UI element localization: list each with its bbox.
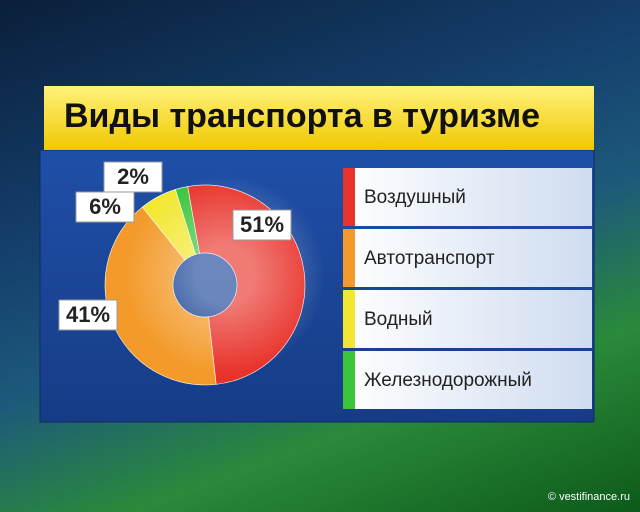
legend-row: [343, 229, 592, 287]
value-label: 51%: [240, 212, 284, 237]
legend-row: [343, 351, 592, 409]
value-label-box: [232, 209, 292, 241]
legend-label: Железнодорожный: [364, 370, 532, 391]
legend-swatch: [343, 168, 355, 226]
legend-row: [343, 290, 592, 348]
value-label-box: [103, 161, 163, 193]
source: © vestifinance.ru: [548, 491, 630, 503]
chart-title: Виды транспорта в туризме: [64, 97, 540, 135]
value-label: 41%: [66, 302, 110, 327]
value-label: 2%: [117, 164, 149, 189]
legend-label: Автотранспорт: [364, 248, 495, 269]
value-labels: 51% 41% 6% 2%: [58, 161, 292, 331]
legend: Воздушный Автотранспорт Водный Железнодорож…: [343, 168, 592, 409]
legend-swatch: [343, 290, 355, 348]
legend-swatch: [343, 229, 355, 287]
value-label: 6%: [89, 194, 121, 219]
value-label-box: [75, 191, 135, 223]
legend-label: Воздушный: [364, 187, 466, 208]
legend-label: Водный: [364, 309, 433, 330]
legend-row: [343, 168, 592, 226]
title-bar: [44, 86, 594, 150]
legend-swatch: [343, 351, 355, 409]
value-label-box: [58, 299, 118, 331]
